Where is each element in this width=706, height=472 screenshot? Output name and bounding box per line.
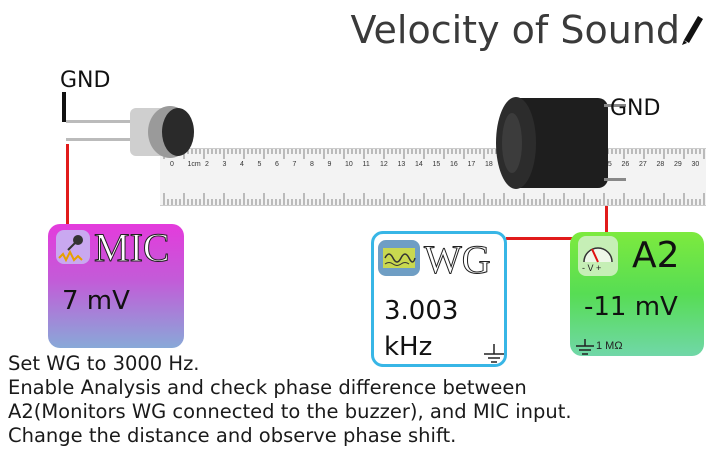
- ruler-label: 5: [257, 161, 262, 168]
- ruler-label: 10: [345, 161, 353, 168]
- ground-icon: [484, 344, 504, 363]
- ruler-label: 27: [639, 161, 647, 168]
- wg-value-number: 3.003: [384, 296, 459, 326]
- instruction-line: Set WG to 3000 Hz.: [8, 352, 200, 375]
- instructions: Set WG to 3000 Hz. Enable Analysis and c…: [8, 352, 698, 448]
- ruler-label: 3: [222, 161, 227, 168]
- a2-value: -11 mV: [584, 292, 678, 322]
- gnd-wire-left: [62, 92, 66, 122]
- ruler-label: 12: [380, 161, 388, 168]
- ruler-label: 26: [621, 161, 630, 168]
- ruler-label: 15: [432, 161, 441, 168]
- microphone-icon: [56, 230, 90, 264]
- waveform-icon: [378, 240, 420, 276]
- voltmeter-icon: - V +: [578, 236, 618, 276]
- instruction-line: Change the distance and observe phase sh…: [8, 424, 457, 447]
- buzzer-wire-vertical: [605, 178, 608, 238]
- a2-name: A2: [632, 235, 680, 276]
- a2-resistance: 1 MΩ: [596, 340, 623, 352]
- wg-card[interactable]: WG 3.003 kHz: [371, 231, 507, 367]
- ruler-label: 13: [397, 161, 406, 168]
- mic-card[interactable]: MIC 7 mV: [48, 224, 184, 348]
- ruler-label: 28: [656, 161, 665, 168]
- ruler-label: 18: [485, 161, 493, 168]
- ruler-label: 6: [275, 161, 279, 168]
- page-title: Velocity of Sound: [350, 8, 680, 52]
- gnd-label-left: GND: [60, 68, 111, 93]
- ruler-label: 17: [467, 161, 476, 168]
- mic-wire-vertical: [66, 144, 69, 230]
- voltmeter-label: - V +: [582, 263, 602, 273]
- gnd-label-right: GND: [610, 96, 661, 121]
- ruler-label: 29: [674, 161, 682, 168]
- mic-name: MIC: [94, 225, 171, 270]
- ruler-label: 9: [327, 161, 332, 168]
- ruler-label: 7: [292, 161, 297, 168]
- wg-name: WG: [424, 237, 492, 282]
- instruction-line: A2(Monitors WG connected to the buzzer),…: [8, 400, 572, 423]
- ruler-label: 8: [310, 161, 314, 168]
- ruler-label: 30: [691, 161, 700, 168]
- wg-value-unit: kHz: [384, 332, 433, 362]
- instruction-line: Enable Analysis and check phase differen…: [8, 376, 527, 399]
- ruler: 01cm234567891011121314151617182526272829…: [160, 148, 706, 206]
- mic-value: 7 mV: [62, 286, 130, 316]
- ruler-label: 11: [362, 161, 370, 168]
- ground-icon: [576, 339, 594, 355]
- ruler-label: 1cm: [187, 161, 201, 168]
- ruler-label: 16: [450, 161, 458, 168]
- microphone-image: [66, 106, 194, 158]
- buzzer-image: [496, 97, 626, 189]
- ruler-scale: [163, 149, 705, 205]
- ruler-label: 4: [240, 161, 244, 168]
- ruler-label: 14: [415, 161, 423, 168]
- wg-a2-wire-horizontal: [506, 237, 576, 240]
- pencil-icon[interactable]: [680, 10, 704, 46]
- ruler-label: 0: [170, 161, 174, 168]
- a2-card[interactable]: - V + A2 -11 mV 1 MΩ: [570, 232, 704, 356]
- ruler-label: 2: [205, 161, 209, 168]
